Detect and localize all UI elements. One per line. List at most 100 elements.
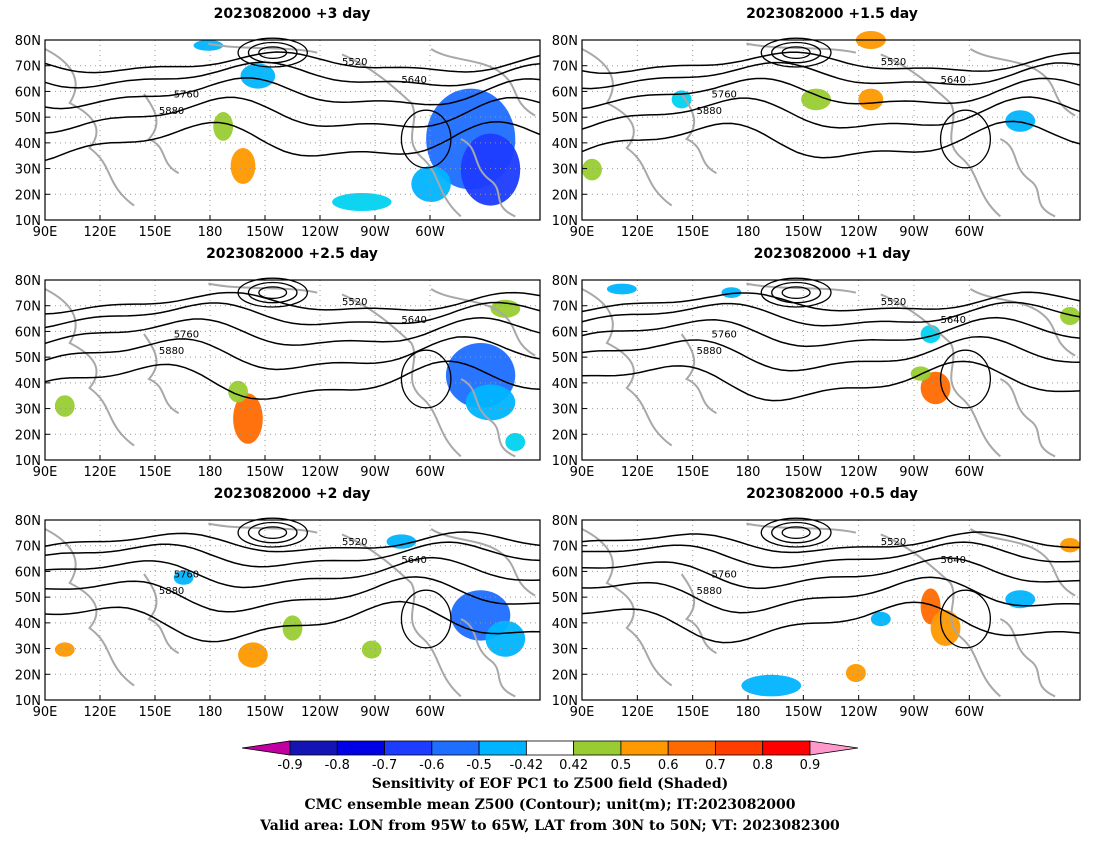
contour-line (45, 542, 540, 567)
coastline (342, 54, 461, 216)
contour-line (45, 293, 540, 314)
lon-tick-label: 120E (83, 705, 116, 720)
lat-tick-label: 10N (552, 454, 578, 469)
map-panel-5: 5520 5640 5760 5880 80N 70N 60N 50N 40N 30N 20N 10N… (15, 514, 540, 720)
shading-blob (1060, 307, 1080, 325)
colorbar-tick-label: -0.7 (372, 758, 397, 773)
contour-line (582, 97, 1080, 129)
shading-blob (361, 640, 382, 659)
colorbar-tick-label: 0.42 (559, 758, 588, 773)
lat-tick-label: 50N (552, 111, 578, 126)
coastline (582, 529, 672, 686)
lat-tick-label: 50N (15, 111, 41, 126)
lon-tick-label: 90E (33, 465, 58, 480)
contour-line (45, 97, 540, 133)
shading-blob (741, 674, 802, 697)
lat-tick-label: 30N (15, 163, 41, 178)
coastline (881, 54, 1001, 216)
coastline (45, 289, 134, 446)
lon-tick-label: 120E (621, 225, 654, 240)
coastline (1000, 139, 1055, 216)
lat-tick-label: 30N (552, 403, 578, 418)
lat-tick-label: 10N (15, 214, 41, 229)
lat-tick-label: 50N (15, 591, 41, 606)
lat-tick-label: 20N (552, 428, 578, 443)
shading-blob (386, 534, 417, 549)
coastline (746, 524, 856, 533)
lat-tick-label: 60N (552, 85, 578, 100)
shading-blob (193, 40, 224, 51)
shading-blob (332, 193, 392, 211)
contour-line (45, 337, 540, 370)
contour-line (582, 558, 1080, 589)
colorbar-segment (289, 740, 338, 756)
coastline (746, 44, 856, 53)
lat-tick-label: 50N (552, 351, 578, 366)
colorbar-tick-label: 0.7 (705, 758, 726, 773)
coastline (881, 534, 1001, 696)
contour-line (45, 318, 540, 345)
lon-tick-label: 90E (33, 225, 58, 240)
contour-label: 5520 (342, 537, 367, 548)
lat-tick-label: 30N (552, 643, 578, 658)
coastline (970, 529, 1075, 596)
lat-tick-label: 60N (552, 565, 578, 580)
lon-tick-label: 120E (83, 465, 116, 480)
map-panel-1: 5520 5640 5760 5880 80N 70N 60N 50N 40N 30N 20N 10N… (15, 34, 540, 240)
contour-line (582, 52, 1080, 73)
lat-tick-label: 70N (552, 60, 578, 75)
panel-title-2: 2023082000 +1.5 day (746, 6, 918, 22)
lat-tick-label: 40N (552, 137, 578, 152)
coastline (1000, 379, 1055, 456)
contour-label: 5520 (881, 297, 906, 308)
lat-tick-label: 60N (552, 325, 578, 340)
coastline (461, 139, 515, 216)
colorbar-tick-label: -0.8 (325, 758, 350, 773)
lon-tick-label: 150E (676, 225, 709, 240)
colorbar-segment (809, 740, 859, 756)
shading-blob (930, 610, 961, 646)
lat-tick-label: 70N (552, 300, 578, 315)
lat-tick-label: 30N (552, 163, 578, 178)
coastline (682, 94, 717, 173)
colorbar-tick-label: -0.42 (510, 758, 544, 773)
lon-tick-label: 120W (840, 465, 878, 480)
coastline (431, 289, 535, 356)
lat-tick-label: 60N (15, 85, 41, 100)
lon-tick-label: 180 (198, 465, 223, 480)
contour-label: 5760 (711, 90, 736, 101)
lon-tick-label: 90E (570, 705, 595, 720)
contour-label: 5880 (159, 346, 184, 357)
shading-blob (54, 395, 75, 417)
coastline (144, 334, 179, 413)
lon-tick-label: 180 (198, 705, 223, 720)
lat-tick-label: 50N (552, 591, 578, 606)
shading-blob (54, 642, 75, 657)
coastline (144, 574, 179, 653)
colorbar-segment (336, 740, 385, 756)
colorbar-tick-label: -0.5 (466, 758, 491, 773)
shading-blob (858, 88, 884, 111)
contour-line (582, 361, 1080, 400)
lat-tick-label: 10N (552, 214, 578, 229)
colorbar-segment (667, 740, 716, 756)
lon-tick-label: 180 (198, 225, 223, 240)
colorbar-segment (384, 740, 433, 756)
contour-label: 5880 (697, 586, 722, 597)
lon-tick-label: 90W (899, 705, 929, 720)
lon-tick-label: 60W (955, 225, 985, 240)
lon-tick-label: 150E (676, 465, 709, 480)
contour-line (582, 121, 1080, 157)
lon-tick-label: 120W (301, 705, 339, 720)
coastline (881, 294, 1001, 456)
shading-blob (845, 664, 866, 682)
lat-tick-label: 40N (552, 617, 578, 632)
contour-line (45, 122, 540, 161)
contour-label: 5760 (174, 570, 199, 581)
contour-line (582, 337, 1080, 371)
lon-tick-label: 90E (33, 705, 58, 720)
coastline (746, 284, 856, 293)
coastline (1000, 619, 1055, 696)
lon-tick-label: 180 (736, 705, 761, 720)
shading-blob (173, 570, 194, 585)
